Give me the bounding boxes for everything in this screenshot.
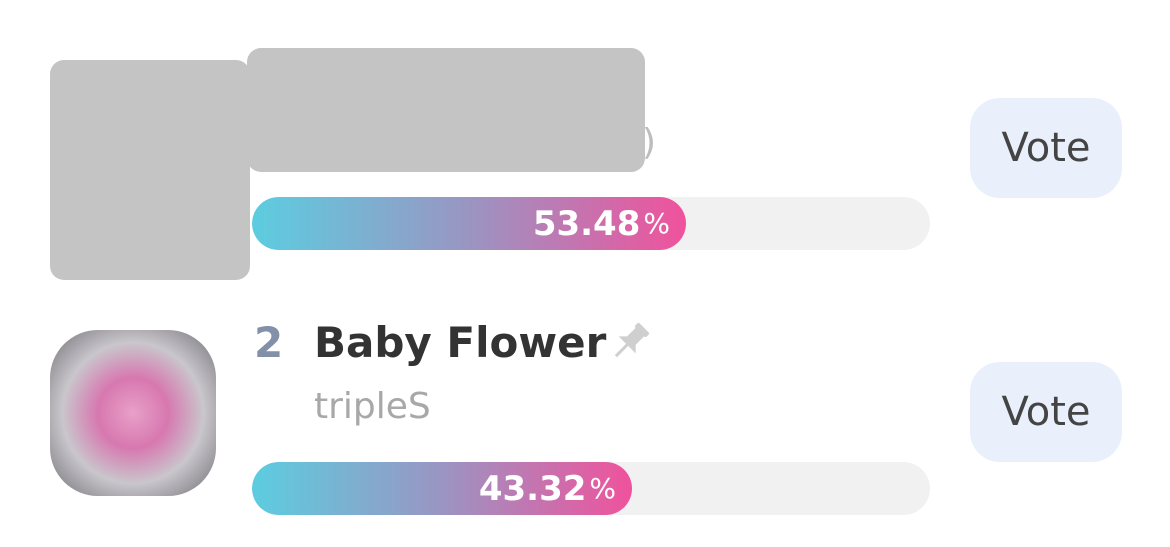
rank: 2 <box>254 318 284 367</box>
progress-track: 43.32% <box>252 462 930 515</box>
vote-button[interactable]: Vote <box>970 362 1122 462</box>
album-cover <box>50 330 216 496</box>
progress-fill: 43.32% <box>252 462 633 515</box>
progress-track: 53.48% <box>252 197 930 250</box>
pin-icon[interactable] <box>606 318 654 366</box>
vote-button[interactable]: Vote <box>970 98 1122 198</box>
percent-sign: % <box>643 207 670 240</box>
progress-fill: 53.48% <box>252 197 686 250</box>
artist-fragment: ) <box>642 122 657 163</box>
redacted-title <box>247 48 645 172</box>
artist: tripleS <box>314 386 431 427</box>
redacted-cover <box>50 60 250 280</box>
percent: 43.32 <box>478 468 587 509</box>
percent: 53.48 <box>532 203 641 244</box>
percent-sign: % <box>589 472 617 505</box>
song-title: Baby Flower <box>314 318 607 367</box>
